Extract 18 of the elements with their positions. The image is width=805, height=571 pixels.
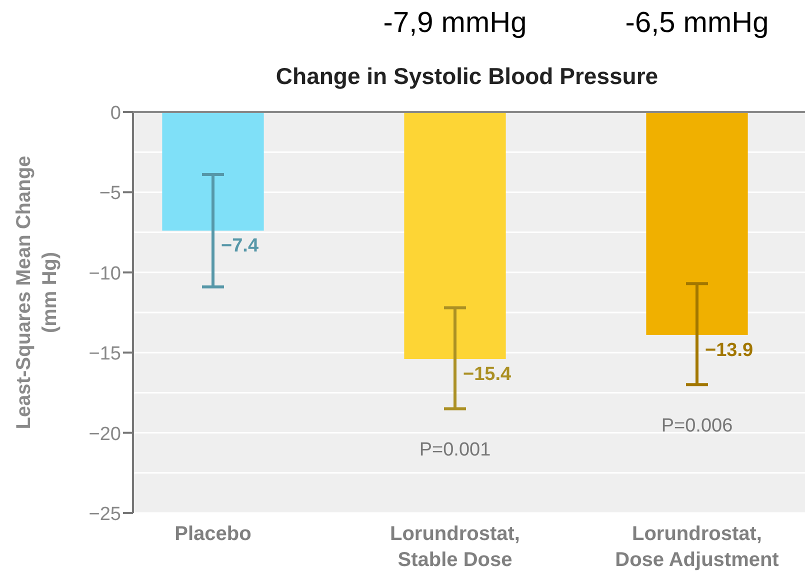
- data-label: −15.4: [463, 364, 512, 386]
- annotation: P=0.006: [661, 416, 733, 437]
- y-tick-label: −15: [88, 344, 121, 365]
- annotation: P=0.001: [419, 440, 491, 461]
- y-axis-title: Least-Squares Mean Change (mm Hg): [13, 156, 61, 430]
- data-label: −13.9: [705, 340, 754, 361]
- text: -6,5 mmHg: [625, 7, 769, 39]
- y-tick-label: −25: [88, 504, 121, 525]
- y-tick-label: −20: [88, 424, 121, 445]
- text: -7,9 mmHg: [383, 7, 527, 39]
- y-tick-label: −5: [99, 183, 121, 204]
- x-tick-label: Lorundrostat, Dose Adjustment: [615, 523, 780, 571]
- x-tick-label: Placebo: [174, 523, 252, 545]
- data-label: −7.4: [221, 236, 259, 257]
- y-tick-label: −10: [88, 263, 121, 284]
- y-tick-label: 0: [110, 103, 121, 124]
- chart-title: Change in Systolic Blood Pressure: [276, 63, 658, 89]
- x-tick-label: Lorundrostat, Stable Dose: [390, 523, 520, 571]
